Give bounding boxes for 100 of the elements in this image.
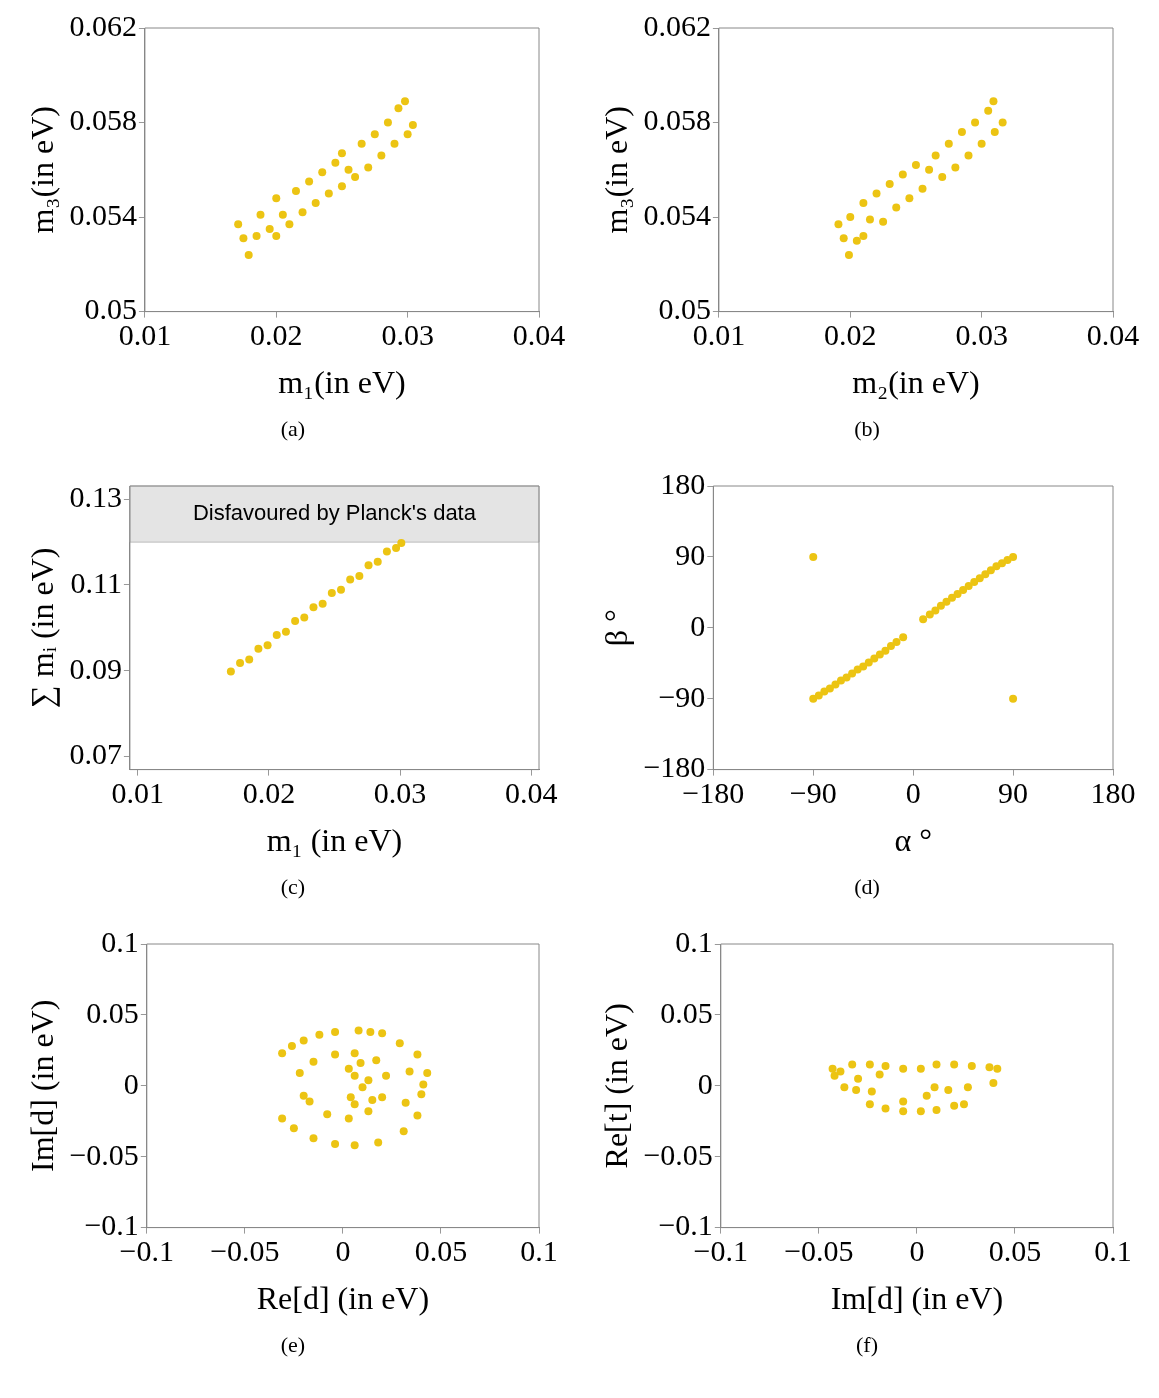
point xyxy=(323,1110,332,1119)
x-tick-label: 90 xyxy=(998,776,1029,810)
point xyxy=(950,1101,959,1110)
point xyxy=(959,585,968,594)
point xyxy=(309,1134,318,1143)
point xyxy=(331,1050,340,1059)
point xyxy=(932,1105,941,1114)
point xyxy=(977,139,986,148)
point xyxy=(993,1064,1002,1073)
point xyxy=(919,615,928,624)
point xyxy=(957,127,966,136)
point xyxy=(930,1083,939,1092)
point xyxy=(392,544,401,553)
point xyxy=(354,1026,363,1035)
x-tick-label: 0.03 xyxy=(955,318,1008,352)
point xyxy=(300,613,309,622)
point xyxy=(932,1060,941,1069)
point xyxy=(931,151,940,160)
y-tick-label: 0 xyxy=(697,1066,713,1100)
point xyxy=(309,603,318,612)
point xyxy=(899,1107,908,1116)
point xyxy=(899,633,908,642)
x-tick-label: −0.05 xyxy=(210,1234,280,1268)
y-tick-label: 0.1 xyxy=(101,924,139,958)
y-tick-label: 0 xyxy=(690,608,706,642)
point xyxy=(925,165,934,174)
point xyxy=(272,631,281,640)
x-axis-title: α ° xyxy=(894,822,932,859)
x-tick-label: 0.1 xyxy=(520,1234,558,1268)
point xyxy=(985,1063,994,1072)
x-tick-label: 0.02 xyxy=(250,318,303,352)
point xyxy=(337,585,346,594)
text: (f) xyxy=(856,1332,878,1358)
point xyxy=(350,1100,359,1109)
point xyxy=(350,1049,359,1058)
point xyxy=(364,163,373,172)
point xyxy=(831,680,840,689)
point xyxy=(839,234,848,243)
text: (d) xyxy=(854,874,880,900)
point xyxy=(964,582,973,591)
point xyxy=(403,130,412,139)
point xyxy=(905,194,914,203)
point xyxy=(397,538,406,547)
point xyxy=(809,552,818,561)
point xyxy=(892,203,901,212)
point xyxy=(331,1139,340,1148)
point xyxy=(944,1086,953,1095)
x-tick-label: 0 xyxy=(905,776,921,810)
point xyxy=(938,172,947,181)
point xyxy=(975,574,984,583)
x-tick-label: 0.03 xyxy=(381,318,434,352)
point xyxy=(278,1049,287,1058)
point xyxy=(925,610,934,619)
point xyxy=(291,187,300,196)
point xyxy=(252,231,261,240)
y-axis-title: Im[d] (in eV) xyxy=(23,999,60,1172)
point xyxy=(239,234,248,243)
point xyxy=(364,561,373,570)
point xyxy=(936,601,945,610)
point xyxy=(875,1070,884,1079)
point xyxy=(967,1061,976,1070)
point xyxy=(315,1030,324,1039)
point xyxy=(256,210,265,219)
x-tick-label: −90 xyxy=(789,776,837,810)
point xyxy=(318,599,327,608)
point xyxy=(859,198,868,207)
point xyxy=(356,1059,365,1068)
point xyxy=(245,655,254,664)
y-tick-label: 0.058 xyxy=(69,103,137,137)
text: (a) xyxy=(280,416,306,442)
point xyxy=(289,1124,298,1133)
point xyxy=(870,654,879,663)
y-tick-label: 0.07 xyxy=(69,737,122,771)
x-tick-label: −0.05 xyxy=(784,1234,854,1268)
point xyxy=(357,139,366,148)
x-tick-label: 0.02 xyxy=(824,318,877,352)
point xyxy=(364,1107,373,1116)
point xyxy=(374,1138,383,1147)
point xyxy=(809,694,818,703)
point xyxy=(963,1083,972,1092)
y-tick-label: 0.054 xyxy=(69,197,137,231)
point xyxy=(337,149,346,158)
point xyxy=(898,170,907,179)
point xyxy=(272,231,281,240)
point xyxy=(423,1069,432,1078)
point xyxy=(272,194,281,203)
point xyxy=(265,224,274,233)
point xyxy=(944,139,953,148)
text: (b) xyxy=(854,416,880,442)
point xyxy=(848,669,857,678)
point xyxy=(327,589,336,598)
x-tick-label: 0.04 xyxy=(1086,318,1140,352)
point xyxy=(828,1064,837,1073)
y-axis-title: m₃(in eV) xyxy=(597,106,634,234)
point xyxy=(344,165,353,174)
y-tick-label: −0.05 xyxy=(643,1137,713,1171)
x-axis-title: Im[d] (in eV) xyxy=(830,1280,1004,1317)
point xyxy=(837,676,845,685)
point xyxy=(394,104,403,113)
point xyxy=(355,571,364,580)
